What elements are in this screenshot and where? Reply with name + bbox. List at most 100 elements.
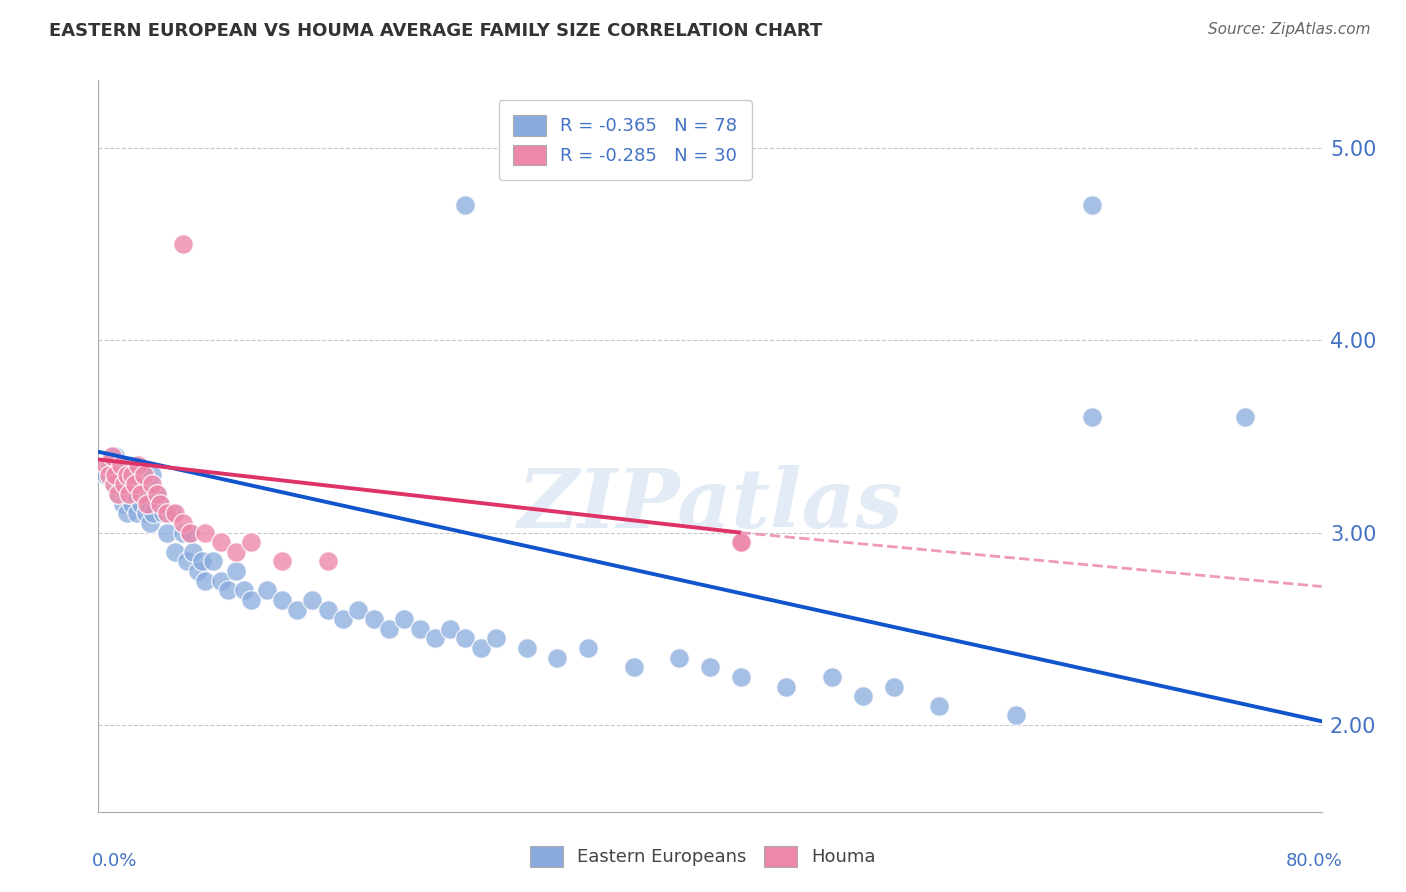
Point <box>232 583 254 598</box>
Point <box>194 574 217 588</box>
Point <box>1081 410 1104 425</box>
Point <box>115 487 138 501</box>
Point <box>107 487 129 501</box>
Point <box>285 602 308 616</box>
Point <box>145 487 167 501</box>
Point <box>454 632 477 646</box>
Point <box>104 449 127 463</box>
Point <box>112 467 135 482</box>
Point <box>141 467 163 482</box>
Point <box>240 593 263 607</box>
Point <box>122 458 145 473</box>
Point <box>546 650 568 665</box>
Point <box>98 467 121 482</box>
Point <box>301 593 323 607</box>
Point <box>156 507 179 521</box>
Point <box>1081 198 1104 212</box>
Point <box>699 660 721 674</box>
Point <box>107 487 129 501</box>
Point <box>623 660 645 674</box>
Point <box>730 535 752 549</box>
Point <box>134 487 156 501</box>
Point <box>423 632 446 646</box>
Point <box>108 458 131 473</box>
Point <box>118 487 141 501</box>
Point <box>149 497 172 511</box>
Point <box>104 467 127 482</box>
Point <box>103 477 125 491</box>
Text: 0.0%: 0.0% <box>91 852 136 870</box>
Point <box>316 602 339 616</box>
Point <box>347 602 370 616</box>
Point <box>181 545 204 559</box>
Point <box>105 467 128 482</box>
Point <box>124 487 146 501</box>
Point <box>136 477 159 491</box>
Point <box>378 622 401 636</box>
Point <box>160 507 183 521</box>
Point <box>142 507 165 521</box>
Point <box>152 507 174 521</box>
Point <box>256 583 278 598</box>
Point <box>128 467 150 482</box>
Point <box>172 516 194 530</box>
Point <box>141 477 163 491</box>
Point <box>134 467 156 482</box>
Point <box>145 487 167 501</box>
Text: Source: ZipAtlas.com: Source: ZipAtlas.com <box>1208 22 1371 37</box>
Point <box>176 554 198 568</box>
Point <box>316 554 339 568</box>
Point <box>217 583 239 598</box>
Point <box>883 680 905 694</box>
Point <box>127 477 149 491</box>
Point <box>156 525 179 540</box>
Point <box>139 516 162 530</box>
Point <box>852 690 875 704</box>
Point <box>821 670 844 684</box>
Point <box>439 622 461 636</box>
Point <box>209 574 232 588</box>
Point <box>194 525 217 540</box>
Point <box>121 467 143 482</box>
Point <box>163 507 186 521</box>
Point <box>127 458 149 473</box>
Point <box>668 650 690 665</box>
Point <box>121 497 143 511</box>
Point <box>179 525 201 540</box>
Legend: Eastern Europeans, Houma: Eastern Europeans, Houma <box>523 838 883 874</box>
Legend: R = -0.365   N = 78, R = -0.285   N = 30: R = -0.365 N = 78, R = -0.285 N = 30 <box>499 100 752 180</box>
Point <box>392 612 416 626</box>
Point <box>111 497 134 511</box>
Point <box>191 554 214 568</box>
Point <box>110 458 132 473</box>
Point <box>470 641 492 656</box>
Point <box>454 198 477 212</box>
Text: EASTERN EUROPEAN VS HOUMA AVERAGE FAMILY SIZE CORRELATION CHART: EASTERN EUROPEAN VS HOUMA AVERAGE FAMILY… <box>49 22 823 40</box>
Point <box>928 698 950 713</box>
Point <box>94 467 117 482</box>
Point <box>117 507 139 521</box>
Point <box>135 507 157 521</box>
Point <box>225 564 247 578</box>
Point <box>225 545 247 559</box>
Point <box>112 477 135 491</box>
Point <box>1234 410 1257 425</box>
Point <box>138 497 160 511</box>
Point <box>172 525 194 540</box>
Point <box>209 535 232 549</box>
Point <box>179 525 201 540</box>
Point <box>136 497 159 511</box>
Point <box>202 554 225 568</box>
Point <box>730 535 752 549</box>
Point <box>775 680 797 694</box>
Point <box>576 641 599 656</box>
Point <box>129 497 152 511</box>
Point <box>110 477 132 491</box>
Point <box>129 487 152 501</box>
Point <box>332 612 354 626</box>
Point <box>187 564 209 578</box>
Point <box>163 545 186 559</box>
Text: ZIPatlas: ZIPatlas <box>517 465 903 544</box>
Point <box>120 477 142 491</box>
Point <box>117 467 139 482</box>
